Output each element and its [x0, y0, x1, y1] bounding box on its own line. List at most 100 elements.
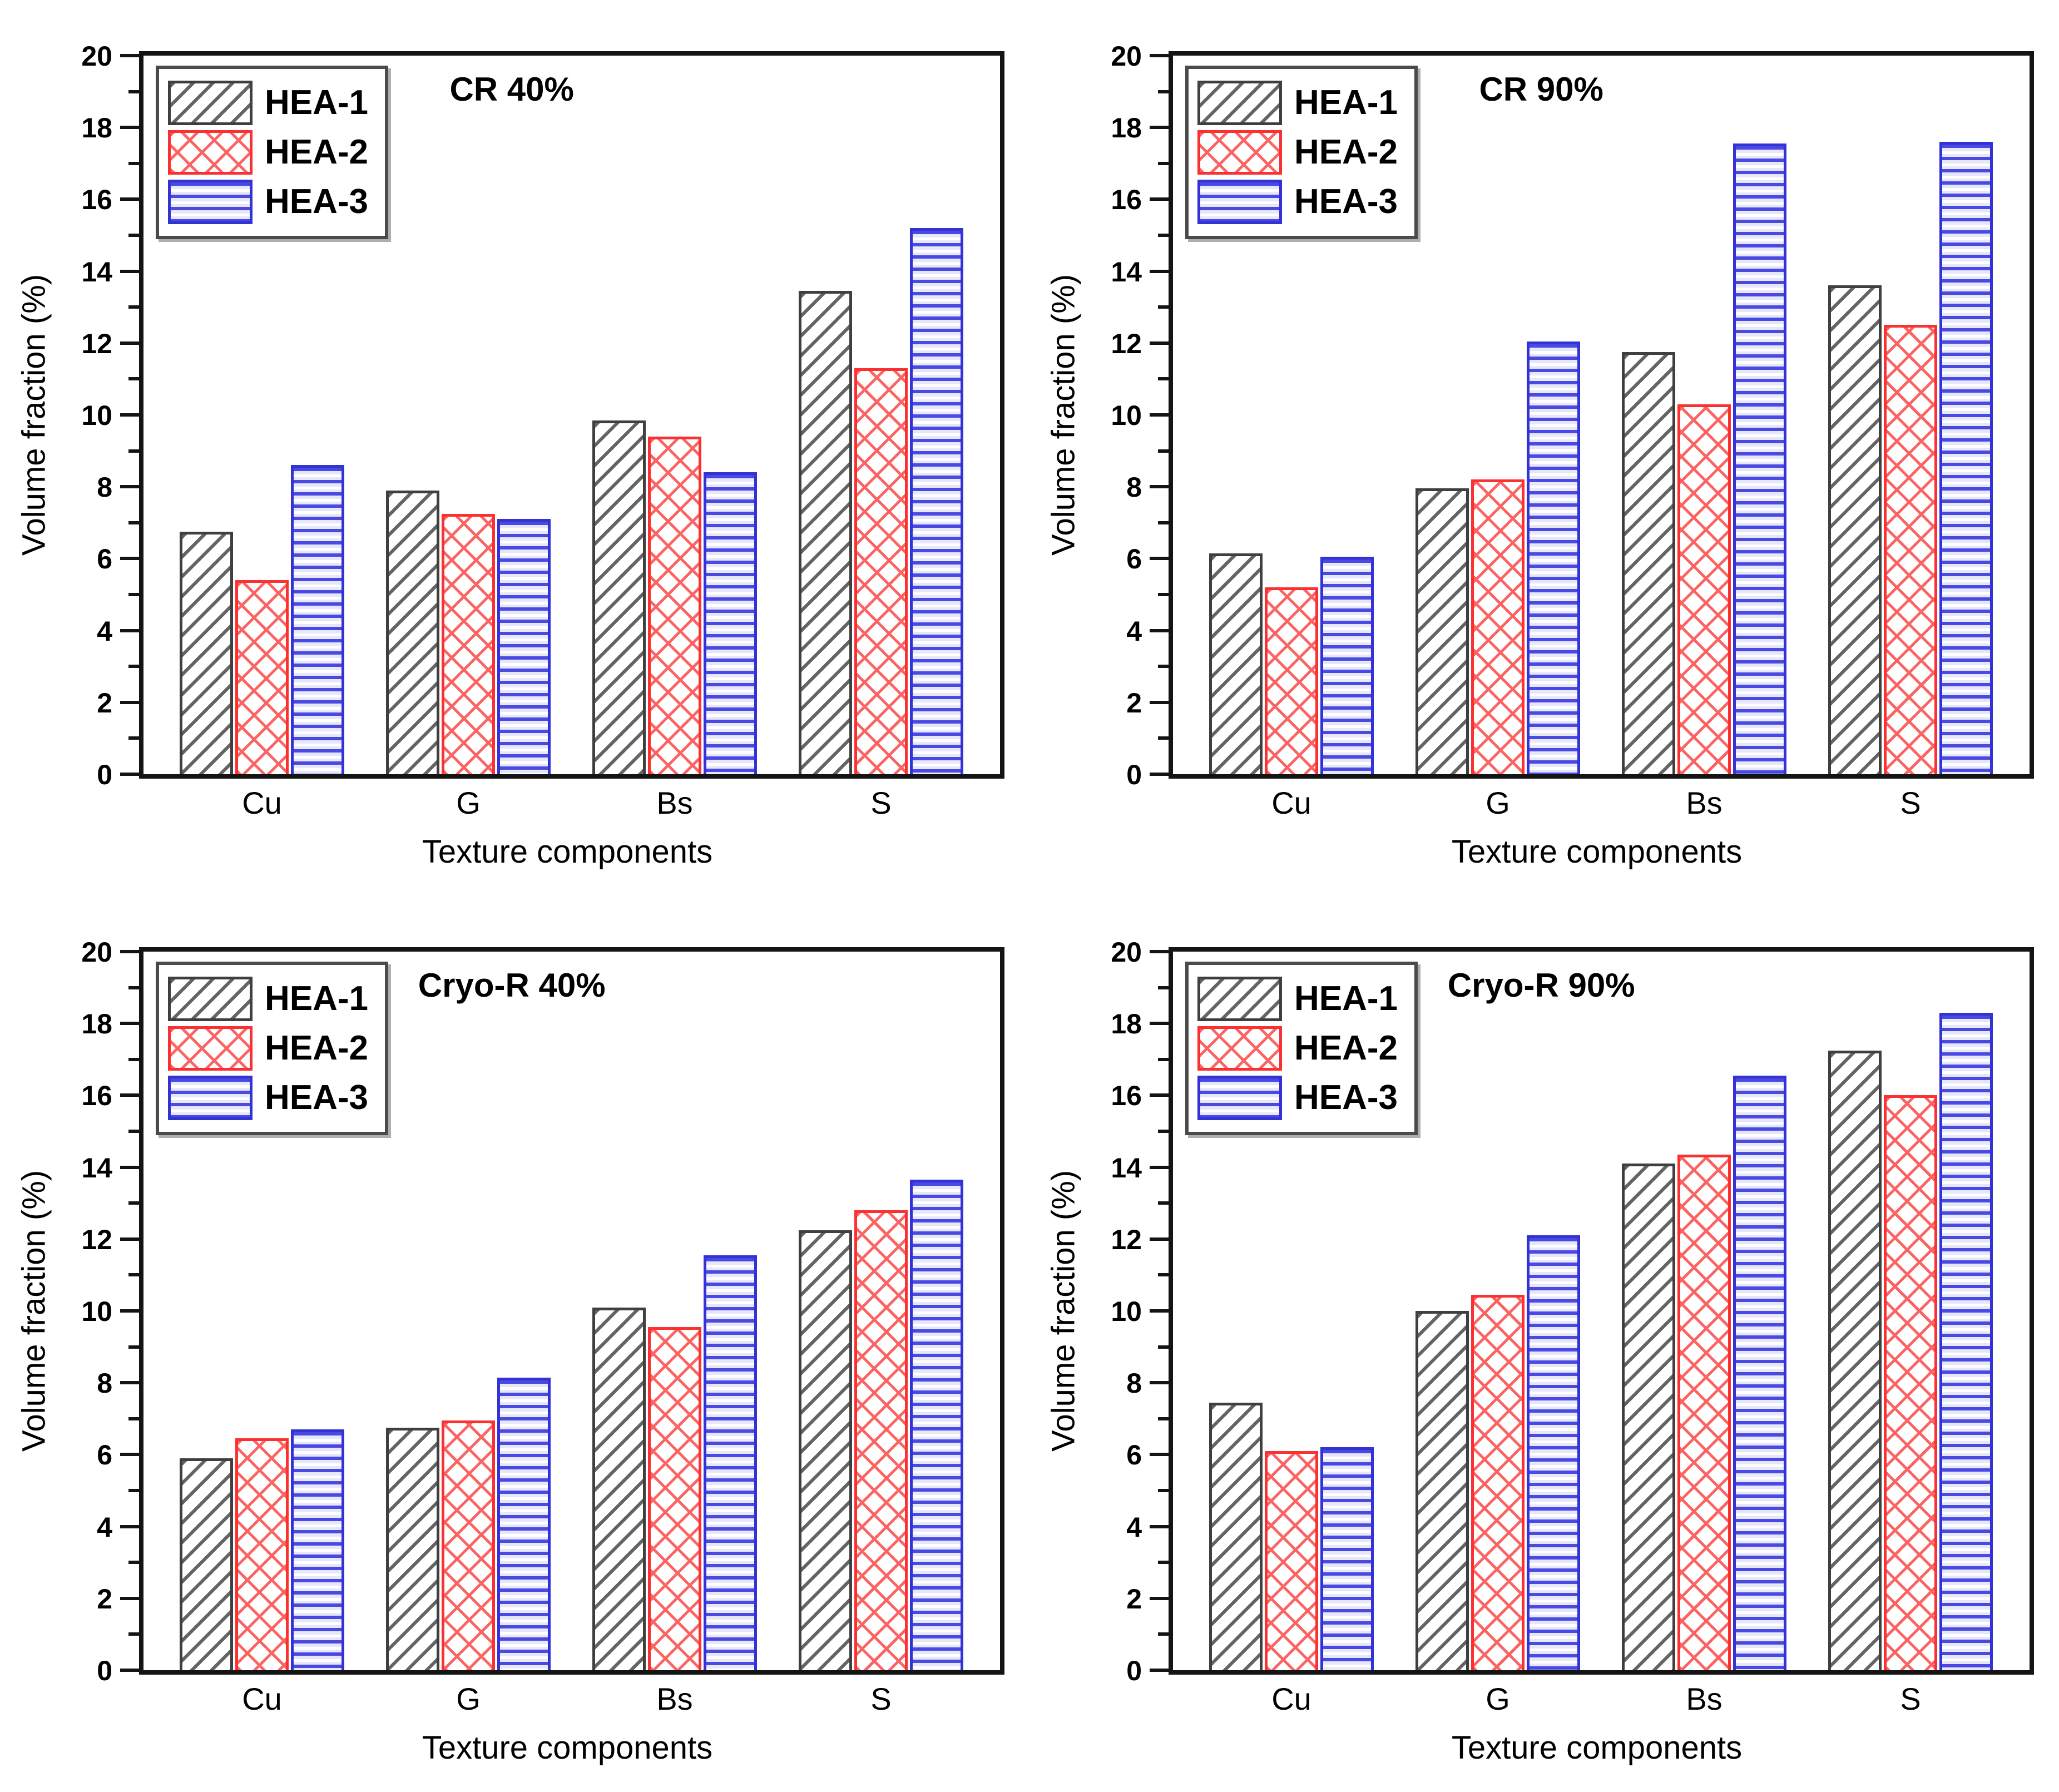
x-category-label-g: G [1486, 1681, 1510, 1716]
legend-item-hea-2: HEA-2 [1197, 130, 1398, 175]
y-tick-label-8: 8 [97, 472, 112, 503]
bar-hea-1-cu [180, 532, 233, 774]
x-category-label-bs: Bs [656, 785, 693, 820]
bar-hea-3-g [1527, 1235, 1580, 1670]
y-tick-label-14: 14 [1111, 256, 1142, 288]
legend-item-hea-2: HEA-2 [168, 130, 368, 175]
bar-hea-3-s [1939, 1013, 1993, 1670]
y-minor-tick-7 [128, 521, 139, 524]
chart-panel-cr-90: 0 2 4 6 8 10 12 14 16 18 20 HEA-1 HEA-2 HEA-3 CR 90% Cu… [1030, 0, 2059, 896]
y-axis-title-cr-40: Volume fraction (%) [16, 274, 52, 556]
y-major-tick-0 [120, 1669, 139, 1672]
x-category-label-s: S [870, 1681, 892, 1716]
legend-item-hea-3: HEA-3 [1197, 180, 1398, 224]
bar-hea-3-cu [291, 1429, 344, 1670]
y-minor-tick-13 [128, 305, 139, 309]
y-tick-label-10: 10 [81, 1296, 112, 1327]
bar-hea-3-g [497, 1378, 551, 1670]
y-tick-label-12: 12 [81, 1224, 112, 1255]
y-minor-tick-17 [1158, 161, 1169, 165]
y-minor-tick-11 [1158, 377, 1169, 381]
y-tick-label-6: 6 [1126, 1439, 1142, 1471]
y-minor-tick-17 [128, 161, 139, 165]
bar-hea-1-s [1828, 1051, 1882, 1670]
bar-hea-2-g [1471, 1295, 1525, 1670]
x-axis-title-cr-40: Texture components [422, 834, 713, 870]
bar-hea-3-s [1939, 142, 1993, 774]
y-minor-tick-5 [128, 593, 139, 596]
y-major-tick-10 [1150, 413, 1169, 417]
legend-swatch-hea-1 [1197, 977, 1282, 1021]
bar-hea-3-g [1527, 341, 1580, 774]
y-major-tick-16 [1150, 1093, 1169, 1097]
y-tick-label-8: 8 [1126, 1368, 1142, 1399]
y-minor-tick-17 [128, 1057, 139, 1061]
y-tick-label-8: 8 [1126, 472, 1142, 503]
x-category-label-cu: Cu [242, 785, 282, 820]
legend-swatch-hea-3 [168, 1076, 253, 1120]
bar-hea-2-g [442, 1420, 495, 1670]
y-minor-tick-7 [1158, 1417, 1169, 1420]
y-minor-tick-9 [1158, 449, 1169, 453]
y-major-tick-4 [1150, 628, 1169, 632]
legend-swatch-hea-3 [1197, 180, 1282, 224]
x-category-label-g: G [456, 785, 481, 820]
y-tick-label-16: 16 [1111, 1080, 1142, 1112]
y-major-tick-20 [120, 54, 139, 57]
bar-hea-3-g [497, 519, 551, 774]
y-minor-tick-19 [1158, 90, 1169, 93]
y-major-tick-12 [120, 1237, 139, 1241]
y-major-tick-10 [120, 413, 139, 417]
legend-label-hea-2: HEA-2 [265, 132, 369, 171]
x-category-label-g: G [456, 1681, 481, 1716]
bar-hea-3-s [910, 228, 963, 774]
y-minor-tick-7 [128, 1417, 139, 1420]
y-major-tick-12 [1150, 341, 1169, 345]
bar-hea-2-cu [235, 580, 289, 774]
y-major-tick-20 [1150, 54, 1169, 57]
legend-item-hea-2: HEA-2 [1197, 1026, 1398, 1071]
bar-hea-1-cu [180, 1458, 233, 1670]
y-tick-label-6: 6 [97, 1439, 112, 1471]
y-minor-tick-3 [1158, 665, 1169, 669]
bar-hea-2-s [1884, 1095, 1937, 1670]
chart-title-cryo-r-40: Cryo-R 40% [418, 967, 606, 1004]
legend-swatch-hea-1 [168, 977, 253, 1021]
y-major-tick-16 [120, 1093, 139, 1097]
bar-hea-1-s [1828, 285, 1882, 774]
legend-item-hea-3: HEA-3 [1197, 1076, 1398, 1120]
legend-swatch-hea-2 [168, 130, 253, 175]
y-minor-tick-5 [1158, 593, 1169, 596]
bar-hea-2-s [854, 368, 908, 774]
chart-panel-cryo-r-90: 0 2 4 6 8 10 12 14 16 18 20 HEA-1 HEA-2 HEA-3 Cryo-R 9… [1030, 896, 2059, 1792]
y-minor-tick-13 [1158, 305, 1169, 309]
y-minor-tick-1 [1158, 1632, 1169, 1636]
y-tick-label-0: 0 [97, 1655, 112, 1686]
legend-swatch-hea-2 [1197, 130, 1282, 175]
y-minor-tick-15 [1158, 234, 1169, 237]
bar-hea-3-bs [1733, 143, 1786, 774]
plot-area-cryo-r-40: 0 2 4 6 8 10 12 14 16 18 20 HEA-1 HEA-2 HEA-3 Cryo-R 4… [81, 938, 1004, 1685]
bar-hea-2-cu [1265, 1451, 1318, 1670]
bar-hea-1-cu [1209, 1403, 1263, 1670]
legend-label-hea-1: HEA-1 [1294, 83, 1398, 122]
y-minor-tick-15 [128, 234, 139, 237]
y-tick-label-4: 4 [1126, 615, 1142, 647]
legend-label-hea-2: HEA-2 [1294, 132, 1398, 171]
y-major-tick-6 [120, 1453, 139, 1457]
y-tick-label-2: 2 [1126, 1583, 1142, 1615]
legend-item-hea-2: HEA-2 [168, 1026, 368, 1071]
y-minor-tick-3 [1158, 1561, 1169, 1565]
bar-hea-1-cu [1209, 553, 1263, 774]
chart-title-cr-90: CR 90% [1479, 71, 1603, 108]
x-category-label-bs: Bs [1686, 1681, 1723, 1716]
y-major-tick-14 [120, 269, 139, 273]
x-category-label-cu: Cu [1271, 785, 1311, 820]
x-category-label-cu: Cu [242, 1681, 282, 1716]
y-major-tick-10 [120, 1309, 139, 1313]
legend-label-hea-3: HEA-3 [1294, 1078, 1398, 1117]
legend-label-hea-1: HEA-1 [1294, 979, 1398, 1018]
bar-hea-2-bs [648, 437, 701, 774]
legend-swatch-hea-2 [168, 1026, 253, 1071]
legend-swatch-hea-3 [168, 180, 253, 224]
